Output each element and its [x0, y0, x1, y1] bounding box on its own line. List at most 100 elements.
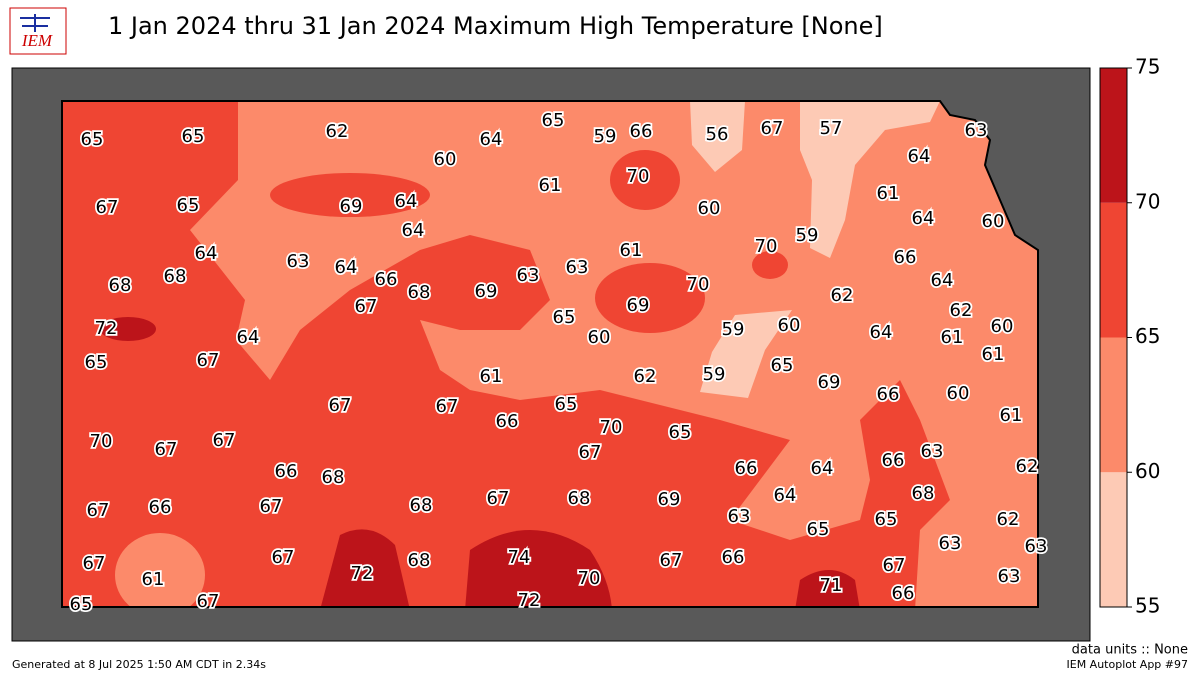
station-value: 68: [912, 483, 935, 504]
station-value: 68: [109, 275, 132, 296]
station-value: 64: [335, 257, 358, 278]
station-value: 66: [877, 384, 900, 405]
station-value: 65: [70, 594, 93, 615]
colorbar-segment: [1100, 337, 1127, 473]
station-value: 63: [965, 120, 988, 141]
station-value: 65: [542, 110, 565, 131]
station-value: 69: [340, 196, 363, 217]
station-value: 69: [627, 295, 650, 316]
station-value: 63: [939, 533, 962, 554]
station-value: 67: [87, 500, 110, 521]
station-value: 56: [706, 124, 729, 145]
station-value: 67: [579, 442, 602, 463]
station-value: 63: [728, 506, 751, 527]
station-value: 72: [351, 563, 374, 584]
station-value: 66: [275, 461, 298, 482]
station-value: 67: [260, 496, 283, 517]
station-value: 66: [892, 583, 915, 604]
station-value: 66: [149, 497, 172, 518]
station-value: 66: [735, 458, 758, 479]
station-value: 62: [997, 509, 1020, 530]
station-value: 61: [982, 344, 1005, 365]
station-value: 67: [761, 118, 784, 139]
station-value: 60: [698, 198, 721, 219]
station-value: 65: [555, 394, 578, 415]
station-value: 60: [991, 316, 1014, 337]
station-value: 67: [96, 197, 119, 218]
station-value: 65: [807, 519, 830, 540]
station-value: 70: [755, 236, 778, 257]
station-value: 67: [197, 350, 220, 371]
station-value: 70: [578, 568, 601, 589]
station-value: 66: [894, 247, 917, 268]
contours: [62, 101, 1038, 607]
colorbar-segment: [1100, 202, 1127, 338]
app-note: IEM Autoplot App #97: [1067, 658, 1189, 671]
station-value: 61: [877, 183, 900, 204]
station-value: 70: [627, 166, 650, 187]
station-value: 63: [998, 566, 1021, 587]
station-value: 62: [950, 300, 973, 321]
station-value: 63: [287, 251, 310, 272]
station-value: 64: [402, 220, 425, 241]
station-value: 64: [908, 146, 931, 167]
station-value: 67: [436, 396, 459, 417]
station-value: 70: [600, 417, 623, 438]
station-value: 61: [539, 175, 562, 196]
station-value: 67: [355, 296, 378, 317]
units-note: data units :: None: [1072, 643, 1188, 658]
station-value: 68: [408, 282, 431, 303]
colorbar-tick-label: 60: [1135, 459, 1160, 483]
generated-note: Generated at 8 Jul 2025 1:50 AM CDT in 2…: [12, 658, 266, 671]
station-value: 68: [410, 495, 433, 516]
colorbar-segment: [1100, 472, 1127, 607]
title: 1 Jan 2024 thru 31 Jan 2024 Maximum High…: [108, 12, 883, 40]
station-value: 66: [630, 121, 653, 142]
station-value: 59: [722, 319, 745, 340]
colorbar-tick-label: 70: [1135, 189, 1160, 213]
station-value: 65: [182, 126, 205, 147]
station-value: 67: [883, 555, 906, 576]
station-value: 65: [553, 307, 576, 328]
station-value: 59: [703, 364, 726, 385]
station-labels: 65 65 62 60 64 65 59 66 56 67 57 63 64 70 61 60 61 64 60 67…: [68, 108, 1049, 617]
station-value: 64: [912, 208, 935, 229]
station-value: 59: [594, 126, 617, 147]
station-value: 67: [329, 395, 352, 416]
station-value: 64: [870, 322, 893, 343]
station-value: 70: [90, 431, 113, 452]
station-value: 64: [811, 458, 834, 479]
station-value: 69: [658, 489, 681, 510]
station-value: 64: [195, 243, 218, 264]
station-value: 60: [947, 383, 970, 404]
station-value: 74: [508, 547, 531, 568]
logo: IEM: [9, 7, 67, 55]
station-value: 67: [83, 553, 106, 574]
station-value: 61: [142, 569, 165, 590]
station-value: 65: [177, 195, 200, 216]
station-value: 60: [778, 315, 801, 336]
station-value: 72: [518, 590, 541, 611]
station-value: 67: [197, 591, 220, 612]
station-value: 65: [85, 352, 108, 373]
station-value: 64: [480, 129, 503, 150]
colorbar-segment: [1100, 68, 1127, 203]
station-value: 63: [566, 257, 589, 278]
station-value: 67: [660, 550, 683, 571]
colorbar-tick-label: 65: [1135, 324, 1160, 348]
station-value: 65: [81, 129, 104, 150]
station-value: 70: [687, 274, 710, 295]
station-value: 68: [568, 488, 591, 509]
station-value: 65: [875, 509, 898, 530]
station-value: 64: [237, 327, 260, 348]
station-value: 60: [588, 327, 611, 348]
state-outline: [61, 100, 1039, 608]
station-value: 57: [820, 118, 843, 139]
station-value: 62: [1016, 456, 1039, 477]
station-value: 64: [774, 485, 797, 506]
station-value: 63: [517, 265, 540, 286]
station-value: 67: [272, 547, 295, 568]
station-value: 63: [1025, 536, 1048, 557]
station-value: 60: [982, 211, 1005, 232]
